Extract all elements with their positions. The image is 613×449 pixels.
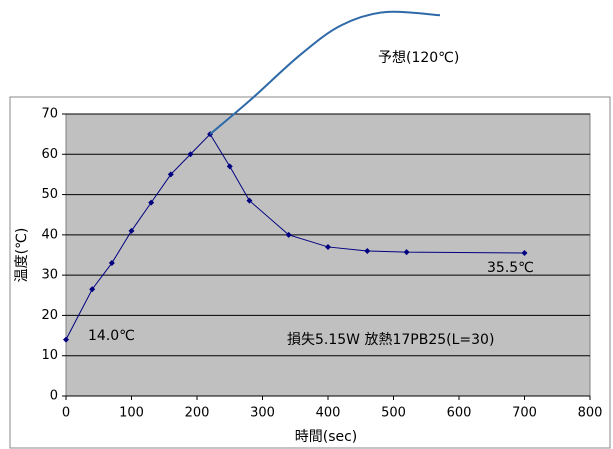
marker [226, 163, 233, 170]
x-tick-label: 400 [316, 406, 341, 421]
y-tick-label: 50 [41, 187, 58, 202]
marker [364, 247, 371, 254]
marker [63, 336, 69, 343]
y-tick-label: 10 [41, 348, 58, 363]
y-tick-label: 40 [41, 227, 58, 242]
y-tick-label: 70 [41, 107, 58, 122]
x-tick-label: 700 [512, 406, 537, 421]
series-line [209, 10, 441, 135]
x-tick-label: 0 [62, 406, 70, 421]
x-tick-label: 300 [250, 406, 275, 421]
x-tick-label: 600 [447, 406, 472, 421]
y-tick-label: 30 [41, 268, 58, 283]
x-tick-label: 500 [381, 406, 406, 421]
series-label: 予想(120℃) [378, 50, 459, 66]
x-tick-label: 200 [185, 406, 210, 421]
marker [403, 249, 410, 256]
annotation: 14.0℃ [88, 328, 135, 344]
marker [148, 199, 155, 206]
plot-area [65, 113, 591, 397]
y-tick-label: 20 [41, 308, 58, 323]
marker [108, 260, 115, 267]
x-tick-label: 800 [578, 406, 603, 421]
marker [89, 286, 96, 293]
marker [246, 197, 253, 204]
annotation: 35.5℃ [487, 260, 534, 276]
y-axis-label: 温度(℃) [14, 228, 30, 283]
marker [128, 227, 135, 234]
marker [285, 231, 292, 238]
annotation: 損失5.15W 放熱17PB25(L=30) [287, 332, 494, 348]
y-tick-label: 0 [50, 389, 58, 404]
marker [521, 249, 528, 256]
y-tick-label: 60 [41, 147, 58, 162]
marker [325, 243, 331, 250]
x-axis-label: 時間(sec) [295, 429, 358, 445]
marker [187, 151, 194, 158]
x-tick-label: 100 [119, 406, 144, 421]
marker [167, 171, 174, 178]
